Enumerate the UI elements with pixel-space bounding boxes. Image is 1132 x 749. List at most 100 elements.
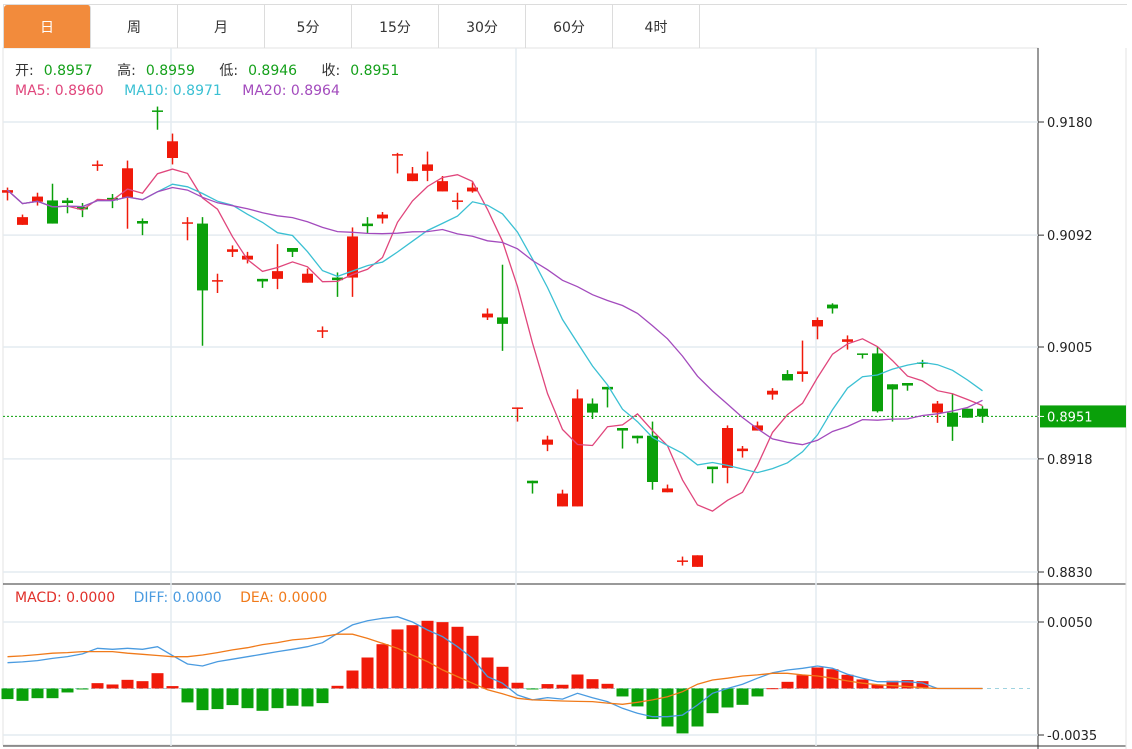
candle-body [32,196,43,202]
ma10-legend: MA10: 0.8971 [124,83,222,99]
macd-bar [916,681,929,689]
candle-body [452,200,463,202]
candle-body [917,362,928,364]
candle-body [647,435,658,482]
macd-bar [436,622,449,689]
candle [302,268,313,283]
candle-body [332,277,343,281]
diff-line [7,616,983,718]
candle-body [47,200,58,224]
macd-bar [151,673,164,689]
candle-body [932,403,943,413]
macd-legend-value: MACD: 0.0000 [15,590,116,606]
candle [122,160,133,229]
candle-body [527,480,538,484]
macd-bar [61,688,74,693]
macd-bar [346,670,359,689]
candle-body [722,428,733,468]
macd-bar [766,688,779,690]
macd-bar [121,679,134,689]
macd-bar [406,625,419,689]
macd-bar [76,688,89,690]
macd-bar [556,684,569,689]
macd-bar [181,688,194,703]
candle-body [812,320,823,327]
macd-bar [691,688,704,727]
candle-body [437,181,448,192]
candle [17,214,28,225]
macd-bar [841,674,854,689]
close-value: 0.8951 [350,63,400,79]
high-value: 0.8959 [145,63,195,79]
dea-line [7,633,983,705]
candle-body [137,221,148,224]
candle [602,386,613,408]
candle [647,421,658,490]
macd-bar [271,688,284,709]
price-tick-label: 0.9092 [1047,229,1093,244]
candle [47,183,58,224]
macd-bar [46,688,59,699]
candle [827,303,838,314]
candle [542,435,553,452]
macd-bar [91,683,104,689]
candle [842,335,853,350]
tab-3[interactable]: 5分 [265,5,352,48]
macd-bar [901,680,914,689]
low-value: 0.8946 [248,63,298,79]
candle-body [152,110,163,112]
last-price-label: 0.8951 [1047,410,1093,425]
macd-bar [301,688,314,707]
tab-6[interactable]: 60分 [526,5,613,48]
candle [347,227,358,297]
candle [482,308,493,320]
candle [782,370,793,381]
candle [227,245,238,257]
price-tick-label: 0.8918 [1047,453,1093,468]
candle-body [677,560,688,562]
macd-bar [796,675,809,689]
candle-body [497,317,508,324]
candle-body [842,339,853,342]
tab-5[interactable]: 30分 [439,5,526,48]
candle-body [557,493,568,507]
candle-body [422,164,433,171]
candle [857,353,868,359]
macd-bar [391,629,404,689]
macd-bar [811,667,824,689]
macd-bar [886,680,899,689]
tab-2[interactable]: 月 [178,5,265,48]
candle-body [242,255,253,260]
macd-bar [526,688,539,690]
candle [392,152,403,174]
macd-bar [361,657,374,689]
candle [242,251,253,264]
ma5-legend: MA5: 0.8960 [15,83,104,99]
macd-bar [571,674,584,689]
tab-0[interactable]: 日 [4,5,91,48]
candle-body [947,412,958,427]
candle-body [167,141,178,158]
candle [467,182,478,193]
macd-bar [106,684,119,689]
candle-body [572,398,583,507]
candle-body [827,304,838,309]
ma10-line [7,183,983,474]
candle-body [227,249,238,252]
candle-body [737,448,748,452]
candle-body [587,403,598,413]
tab-1[interactable]: 周 [91,5,178,48]
candle-body [632,435,643,439]
price-tick-label: 0.8830 [1047,566,1093,581]
candle-body [302,273,313,283]
candle [902,383,913,391]
macd-bar [331,685,344,689]
macd-bar [481,657,494,689]
candle [137,218,148,236]
candle-body [797,371,808,374]
macd-bar [601,683,614,689]
tab-7[interactable]: 4时 [613,5,700,48]
tab-4[interactable]: 15分 [352,5,439,48]
macd-legend: MACD: 0.0000 DIFF: 0.0000 DEA: 0.0000 [15,590,337,606]
